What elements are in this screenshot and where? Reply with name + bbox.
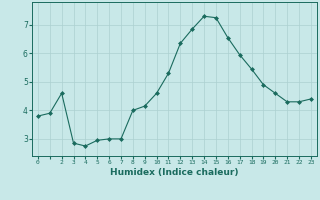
X-axis label: Humidex (Indice chaleur): Humidex (Indice chaleur): [110, 168, 239, 177]
